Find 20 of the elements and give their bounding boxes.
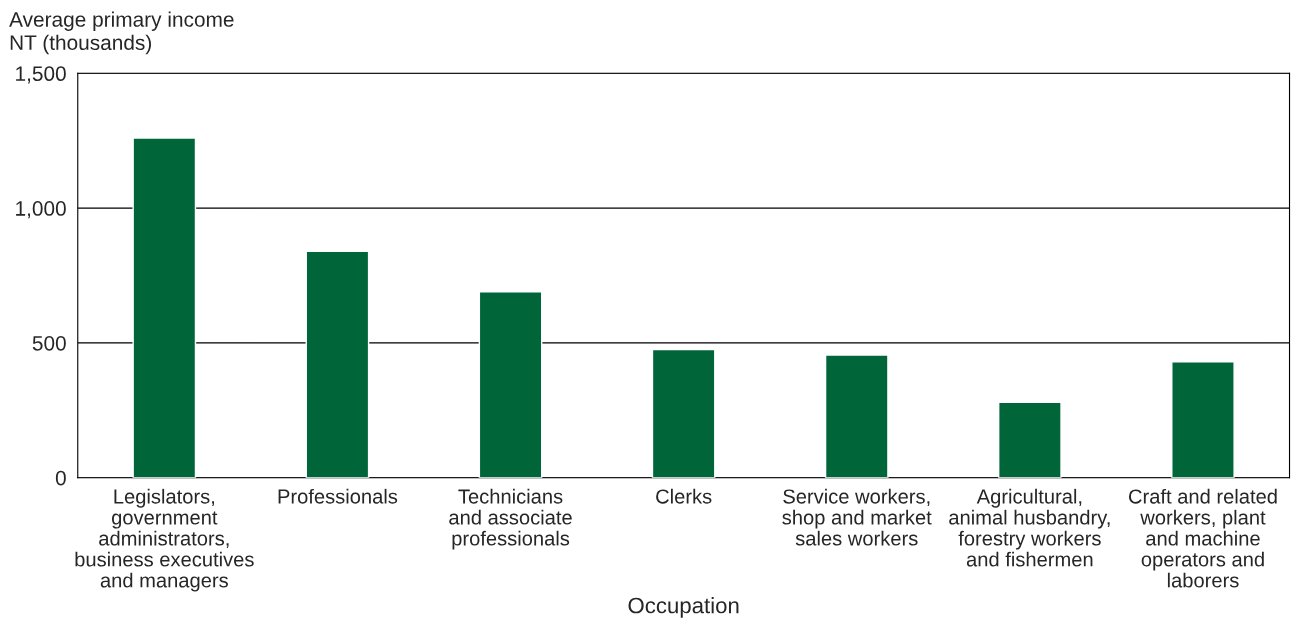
x-tick-label: Professionals [278,488,398,504]
y-tick-label: 500 [32,335,66,351]
y-axis-title: Average primary income NT (thousands) [9,11,234,55]
y-tick-label: 0 [55,470,66,486]
x-tick-label: Clerks [656,488,712,504]
y-tick-label: 1,000 [16,201,66,219]
bar [478,290,543,478]
x-tick-label: Agricultural, animal husbandry, forestry workers and fishermen [949,488,1110,567]
x-tick-label: Technicians and associate professionals [449,488,572,550]
x-tick-label: Legislators, government administrators, business executives and managers [75,488,254,592]
x-axis-title: Occupation [628,597,739,618]
bar [998,401,1062,478]
bar [1171,361,1235,478]
y-tick-label: 1,500 [16,66,66,84]
bar [824,354,889,478]
bar [651,348,716,478]
bar [305,250,370,478]
x-tick-label: Craft and related workers, plant and machine operators and laborers [1128,488,1277,588]
x-tick-label: Service workers, shop and market sales workers [782,488,932,546]
bar [132,137,197,478]
